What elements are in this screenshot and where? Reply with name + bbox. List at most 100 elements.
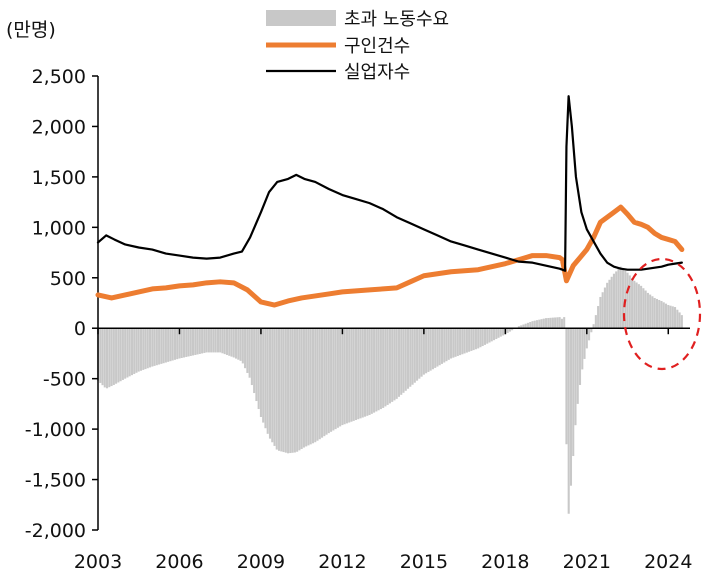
excess-demand-bar xyxy=(481,328,484,347)
excess-demand-bar xyxy=(599,296,602,329)
excess-demand-bar xyxy=(273,328,276,446)
excess-demand-bar xyxy=(621,268,625,329)
excess-demand-bar xyxy=(676,309,679,329)
excess-demand-bar xyxy=(293,328,296,453)
excess-demand-bar xyxy=(606,282,609,329)
excess-demand-bar xyxy=(124,328,127,379)
excess-demand-bar xyxy=(565,328,568,445)
excess-demand-bar xyxy=(216,328,219,353)
excess-demand-bar xyxy=(339,328,342,427)
excess-demand-bar xyxy=(214,328,217,353)
excess-demand-bar xyxy=(284,328,287,453)
legend-swatch-bar xyxy=(266,10,336,26)
excess-demand-bar xyxy=(169,328,172,362)
excess-demand-bar xyxy=(280,328,283,452)
excess-demand-bar xyxy=(502,328,505,336)
excess-demand-bar xyxy=(554,317,557,329)
excess-demand-bar xyxy=(255,328,258,402)
excess-demand-bar xyxy=(468,328,471,352)
excess-demand-bar xyxy=(644,290,647,329)
excess-demand-bar xyxy=(178,328,181,359)
excess-demand-bar xyxy=(314,328,317,443)
excess-demand-bar xyxy=(420,328,423,377)
excess-demand-bar xyxy=(538,319,541,329)
excess-demand-bar xyxy=(119,328,122,382)
excess-demand-bar xyxy=(158,328,161,365)
excess-demand-bar xyxy=(377,328,380,411)
excess-demand-bar xyxy=(151,328,154,367)
excess-demand-bar xyxy=(463,328,466,354)
excess-demand-bar xyxy=(130,328,133,376)
y-tick-label: 1,000 xyxy=(32,217,86,239)
excess-demand-bar xyxy=(101,328,104,386)
excess-demand-bar xyxy=(323,328,326,437)
excess-demand-bar xyxy=(287,328,290,454)
excess-demand-bar xyxy=(664,303,668,329)
excess-demand-bar xyxy=(198,328,201,354)
excess-demand-bar xyxy=(282,328,285,453)
excess-demand-bar xyxy=(479,328,482,348)
excess-demand-bar xyxy=(321,328,324,438)
excess-demand-bar xyxy=(581,328,584,370)
excess-demand-bar xyxy=(348,328,351,423)
excess-demand-bar xyxy=(497,328,500,338)
excess-demand-bar xyxy=(655,298,658,329)
excess-demand-bar xyxy=(316,328,319,441)
excess-demand-bar xyxy=(187,328,190,357)
excess-demand-bar xyxy=(142,328,145,370)
excess-demand-bar xyxy=(266,328,269,434)
excess-demand-bar xyxy=(474,328,477,350)
excess-demand-bar xyxy=(334,328,337,430)
excess-demand-bar xyxy=(506,328,509,333)
legend-label: 구인건수 xyxy=(344,36,410,57)
excess-demand-bar xyxy=(483,328,487,345)
tick-labels: -2,000 -1,500 -1,000 -500 0 500 1,000 1,500 2,00… xyxy=(25,66,693,573)
excess-demand-bar xyxy=(205,328,208,353)
x-tick-label: 2012 xyxy=(318,551,366,573)
y-tick-label: 2,000 xyxy=(32,116,86,138)
excess-demand-bar xyxy=(133,328,136,374)
excess-demand-bar xyxy=(461,328,464,355)
job-openings-line xyxy=(95,204,685,308)
excess-demand-bar xyxy=(508,328,511,332)
excess-demand-bar xyxy=(658,299,661,329)
excess-demand-bar xyxy=(194,328,197,355)
y-tick-label: -1,000 xyxy=(25,419,86,441)
excess-demand-bar xyxy=(567,328,570,514)
excess-demand-bar xyxy=(511,328,514,331)
excess-demand-bar xyxy=(139,328,143,371)
excess-demand-bar xyxy=(628,275,631,329)
excess-demand-bar xyxy=(470,328,473,351)
excess-demand-bar xyxy=(517,326,520,329)
excess-demand-bar xyxy=(203,328,206,353)
excess-demand-bar xyxy=(232,328,235,358)
excess-demand-bar xyxy=(520,325,523,329)
excess-demand-bar xyxy=(416,328,419,381)
excess-demand-bar xyxy=(386,328,389,405)
excess-demand-bar xyxy=(434,328,437,368)
excess-demand-bar xyxy=(189,328,192,356)
excess-demand-bar xyxy=(583,328,586,359)
excess-demand-bar xyxy=(651,296,654,329)
excess-demand-bar xyxy=(495,328,498,339)
excess-demand-bar xyxy=(167,328,170,362)
excess-demand-bar xyxy=(185,328,188,357)
excess-demand-bar xyxy=(146,328,149,369)
y-tick-label: 1,500 xyxy=(32,167,86,189)
excess-labor-demand-bars xyxy=(96,266,683,514)
y-tick-label: 2,500 xyxy=(32,66,86,88)
y-tick-label: -500 xyxy=(43,369,86,391)
excess-demand-bar xyxy=(327,328,330,434)
excess-demand-bar xyxy=(110,328,113,387)
excess-demand-bar xyxy=(418,328,421,379)
excess-demand-bar xyxy=(361,328,364,418)
excess-demand-bar xyxy=(223,328,226,355)
excess-demand-bar xyxy=(291,328,294,453)
excess-demand-bar xyxy=(382,328,385,408)
excess-demand-bar xyxy=(144,328,147,370)
excess-demand-bar xyxy=(615,271,618,329)
excess-demand-bar xyxy=(402,328,405,393)
excess-demand-bar xyxy=(275,328,278,450)
excess-demand-bar xyxy=(436,328,439,367)
excess-demand-bar xyxy=(391,328,394,402)
